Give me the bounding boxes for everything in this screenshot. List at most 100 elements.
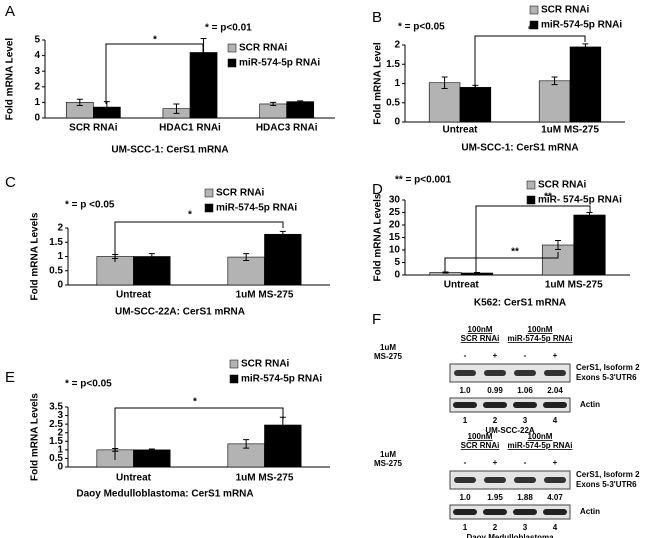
- control-label: Actin: [580, 400, 600, 409]
- group-label: 100nM: [528, 325, 553, 334]
- y-tick-label: 30: [389, 195, 401, 206]
- legend-label: miR-574-5p RNAi: [541, 20, 622, 31]
- band: [544, 370, 566, 376]
- ratio: 0.99: [487, 386, 503, 395]
- y-tick-label: 5: [394, 257, 400, 268]
- x-axis-caption: UM-SCC-1: CerS1 mRNA: [461, 143, 578, 154]
- error-bar: [582, 43, 589, 51]
- y-axis-label: Fold mRNA Levels: [30, 393, 41, 481]
- bar: [428, 82, 461, 123]
- lane-number: 4: [553, 416, 558, 425]
- significance-bracket: [114, 221, 284, 262]
- cell-line: Daoy Medulloblastoma: [466, 533, 554, 538]
- error-bar: [474, 272, 480, 274]
- band: [484, 477, 506, 483]
- actin-band: [453, 509, 477, 515]
- ratio: 1.0: [459, 493, 471, 502]
- band-label: CerS1, Isoform 2: [576, 470, 640, 479]
- y-tick-label: 1: [57, 251, 63, 262]
- band-label: Exons 5-3'UTR6: [576, 373, 637, 382]
- x-axis-caption: Daoy Medulloblastoma: CerS1 mRNA: [76, 489, 253, 500]
- legend-swatch: [227, 58, 237, 68]
- bar: [227, 256, 265, 286]
- group-label: 100nM: [528, 432, 553, 441]
- blot: [449, 363, 571, 383]
- ratio: 1.0: [459, 386, 471, 395]
- bar: [264, 233, 302, 286]
- lane-number: 4: [553, 523, 558, 532]
- y-tick-label: 15: [389, 232, 401, 243]
- legend-swatch: [229, 359, 239, 369]
- y-tick-label: 0.5: [386, 97, 400, 108]
- stat-note: ** = p<0.001: [395, 175, 452, 186]
- bar: [569, 46, 602, 123]
- stat-note: * = p<0.05: [65, 379, 112, 390]
- legend-label: miR-574-5p RNAi: [239, 58, 320, 69]
- y-tick-label: 2: [394, 40, 400, 51]
- stat-note: * = p <0.05: [65, 200, 115, 211]
- band: [544, 477, 566, 483]
- y-tick-label: 1.5: [49, 436, 63, 447]
- legend-label: SCR RNAi: [239, 43, 288, 54]
- significance-mark: *: [153, 35, 157, 46]
- legend-swatch: [229, 374, 239, 384]
- legend-swatch: [526, 180, 536, 190]
- x-tick-label: HDAC1 RNAi: [159, 123, 221, 134]
- panel-letter: C: [5, 174, 16, 191]
- y-tick-label: 5: [34, 35, 40, 46]
- error-bar: [243, 253, 250, 261]
- error-bar: [103, 101, 110, 114]
- legend-swatch: [529, 20, 539, 30]
- ratio: 2.04: [547, 386, 563, 395]
- band: [454, 477, 476, 483]
- y-tick-label: 3: [57, 410, 63, 421]
- y-tick-label: 1.5: [386, 59, 400, 70]
- treatment-sign: -: [464, 458, 467, 467]
- treatment-sign: +: [553, 458, 558, 467]
- y-tick-label: 2: [57, 427, 63, 438]
- actin-band: [513, 402, 537, 408]
- x-tick-label: Untreat: [116, 473, 152, 484]
- group-label: SCR RNAi: [461, 441, 500, 450]
- actin-band: [483, 509, 507, 515]
- error-bar: [279, 230, 286, 238]
- y-tick-label: 0: [57, 280, 63, 291]
- error-bar: [555, 240, 561, 250]
- x-tick-label: Untreat: [116, 290, 152, 301]
- x-axis-caption: K562: CerS1 mRNA: [474, 298, 566, 309]
- y-tick-label: 3.5: [49, 402, 63, 413]
- y-tick-label: 10: [389, 245, 401, 256]
- legend-label: SCR RNAi: [216, 188, 265, 199]
- ratio: 1.06: [517, 386, 533, 395]
- stat-note: * = p<0.01: [205, 23, 252, 34]
- band: [484, 370, 506, 376]
- lane-number: 2: [493, 416, 498, 425]
- error-bar: [551, 76, 558, 86]
- legend-swatch: [204, 188, 214, 198]
- actin-band: [513, 509, 537, 515]
- significance-mark: **: [544, 192, 552, 203]
- bar: [573, 214, 606, 276]
- significance-bracket: [114, 407, 284, 460]
- y-tick-label: 0.5: [49, 453, 63, 464]
- significance-bracket: [105, 43, 204, 104]
- lane-number: 3: [523, 416, 528, 425]
- band-label: Exons 5-3'UTR6: [576, 480, 637, 489]
- treatment-sign: +: [493, 351, 498, 360]
- significance-bracket: [475, 205, 591, 272]
- actin-band: [453, 402, 477, 408]
- y-axis-label: Fold mRNA Levels: [373, 193, 384, 281]
- legend-swatch: [526, 195, 536, 205]
- stat-note: * = p<0.05: [398, 22, 445, 33]
- error-bar: [173, 103, 180, 114]
- actin-blot: [449, 504, 571, 520]
- legend-swatch: [227, 43, 237, 53]
- ratio: 4.07: [547, 493, 563, 502]
- x-axis-caption: UM-SCC-1: CerS1 mRNA: [111, 145, 228, 156]
- actin-band: [543, 402, 567, 408]
- error-bar: [243, 439, 250, 449]
- error-bar: [148, 448, 155, 452]
- x-tick-label: 1uM MS-275: [541, 125, 599, 136]
- bar: [538, 80, 571, 123]
